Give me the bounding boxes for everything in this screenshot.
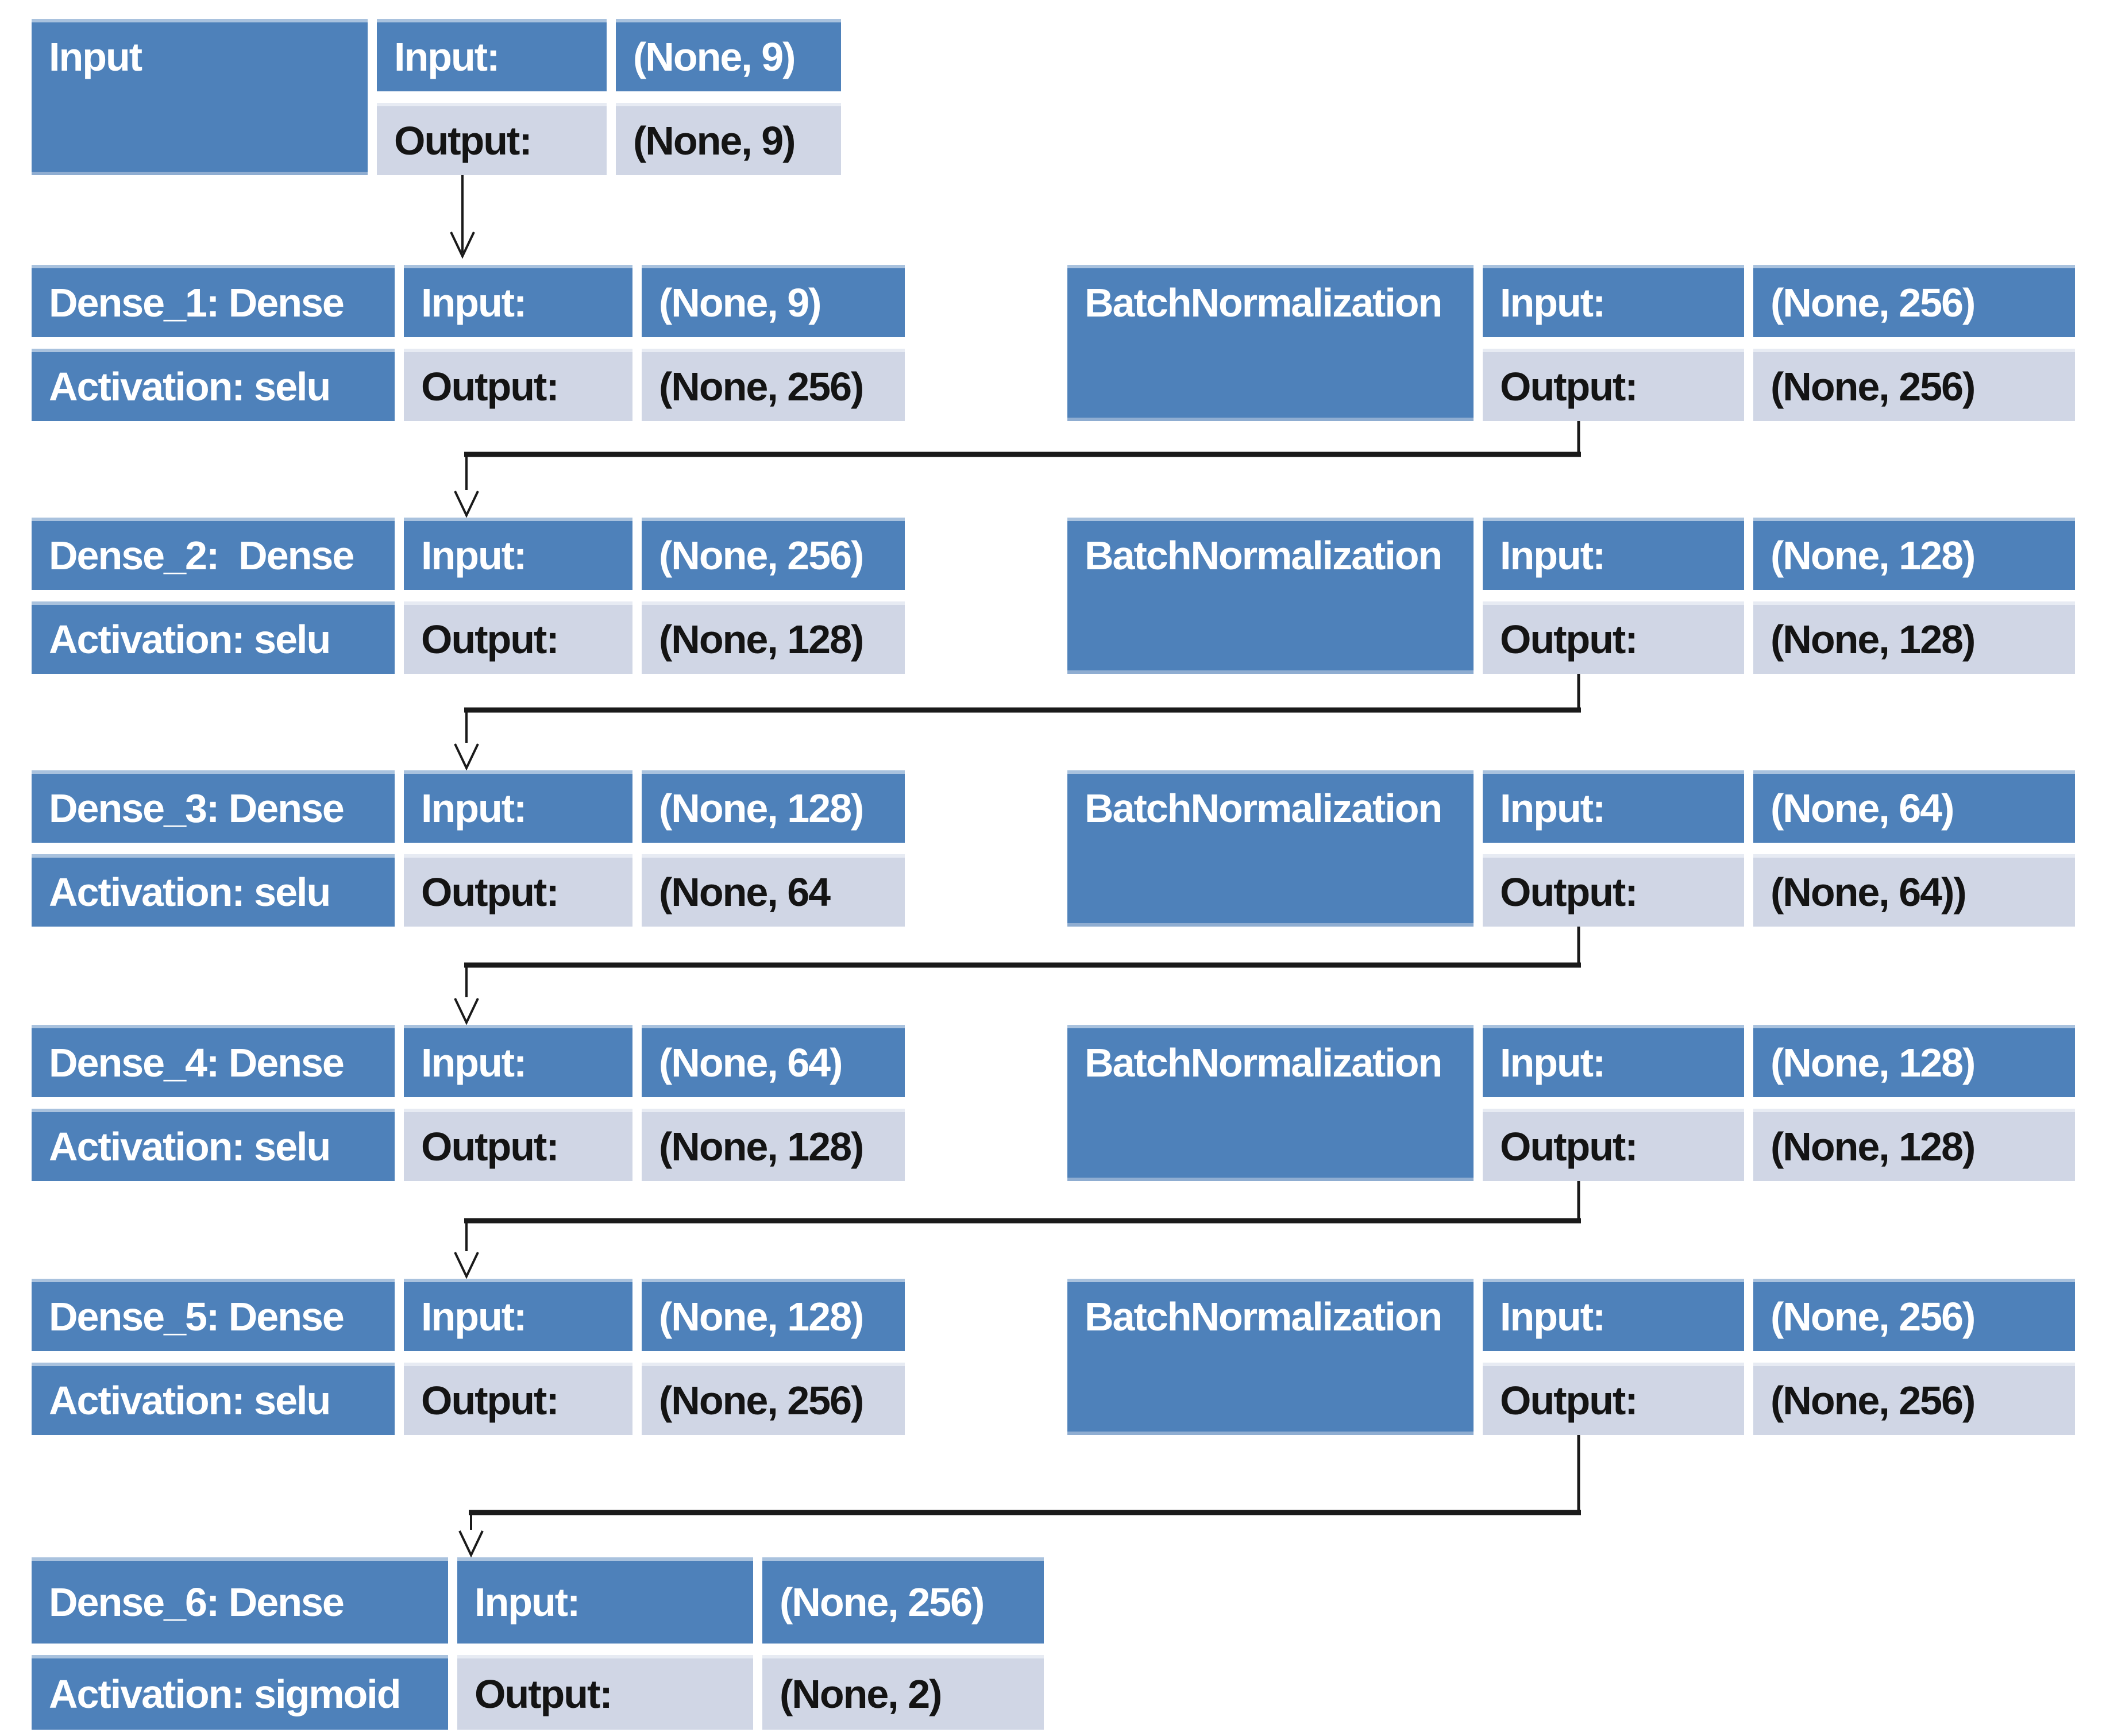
arrow-input-to-dense1: [450, 171, 475, 259]
layer-block-dense-4: Dense_4: Dense Input: (None, 64) Activat…: [32, 1025, 905, 1181]
layer-name: Dense_3: Dense: [49, 786, 345, 831]
output-label-cell: Output:: [1483, 1363, 1744, 1435]
output-label-cell: Output:: [1483, 601, 1744, 674]
output-label-cell: Output:: [1483, 1109, 1744, 1181]
input-shape-cell: (None, 64): [1753, 770, 2075, 843]
input-label-cell: Input:: [404, 770, 632, 843]
layer-name-cell: Dense_5: Dense: [32, 1279, 395, 1351]
layer-name: BatchNormalization: [1085, 786, 1442, 831]
input-label-cell: Input:: [1483, 770, 1744, 843]
output-shape-cell: (None, 256): [642, 349, 905, 421]
layer-block-dense-3: Dense_3: Dense Input: (None, 128) Activa…: [32, 770, 905, 927]
output-label-cell: Output:: [377, 103, 607, 175]
input-label-cell: Input:: [457, 1557, 753, 1644]
layer-block-batchnorm-2: BatchNormalization Input: (None, 128) Ou…: [1067, 518, 2075, 674]
layer-name: Dense_1: Dense: [49, 280, 345, 325]
output-label-cell: Output:: [457, 1655, 753, 1730]
input-shape-cell: (None, 64): [642, 1025, 905, 1097]
layer-block-input: Input Input: (None, 9) Output: (None, 9): [32, 19, 841, 175]
layer-name: BatchNormalization: [1085, 1040, 1442, 1085]
arrow-bn4-to-dense5: [454, 1181, 1581, 1279]
input-label-cell: Input:: [404, 518, 632, 590]
input-shape-cell: (None, 9): [642, 265, 905, 337]
layer-block-dense-5: Dense_5: Dense Input: (None, 128) Activa…: [32, 1279, 905, 1435]
input-shape-cell: (None, 256): [642, 518, 905, 590]
layer-name-cell: BatchNormalization: [1067, 770, 1474, 927]
output-label-cell: Output:: [404, 1363, 632, 1435]
input-shape-cell: (None, 128): [1753, 518, 2075, 590]
output-shape-cell: (None, 256): [1753, 349, 2075, 421]
layer-name-cell: BatchNormalization: [1067, 265, 1474, 421]
layer-block-dense-1: Dense_1: Dense Input: (None, 9) Activati…: [32, 265, 905, 421]
output-shape-cell: (None, 128): [642, 1109, 905, 1181]
layer-name-cell: BatchNormalization: [1067, 1279, 1474, 1435]
layer-block-batchnorm-4: BatchNormalization Input: (None, 128) Ou…: [1067, 1025, 2075, 1181]
input-label-cell: Input:: [1483, 518, 1744, 590]
input-shape-cell: (None, 256): [1753, 265, 2075, 337]
activation-cell: Activation: selu: [32, 1363, 395, 1435]
output-shape-cell: (None, 256): [1753, 1363, 2075, 1435]
layer-name-cell: Dense_6: Dense: [32, 1557, 448, 1644]
layer-name: BatchNormalization: [1085, 1294, 1442, 1339]
layer-name-cell: Dense_3: Dense: [32, 770, 395, 843]
layer-name: Dense_2: Dense: [49, 533, 354, 578]
output-shape-cell: (None, 2): [762, 1655, 1044, 1730]
arrow-bn1-to-dense2: [454, 421, 1581, 518]
input-label-cell: Input:: [377, 19, 607, 91]
input-label-cell: Input:: [404, 1279, 632, 1351]
output-shape-cell: (None, 256): [642, 1363, 905, 1435]
arrow-bn2-to-dense3: [454, 674, 1581, 771]
input-label-cell: Input:: [1483, 1025, 1744, 1097]
output-shape-cell: (None, 128): [1753, 1109, 2075, 1181]
input-label-cell: Input:: [1483, 265, 1744, 337]
input-shape-cell: (None, 128): [1753, 1025, 2075, 1097]
activation-cell: Activation: selu: [32, 1109, 395, 1181]
layer-name: Dense_6: Dense: [49, 1580, 345, 1625]
input-label-cell: Input:: [404, 265, 632, 337]
input-label-cell: Input:: [404, 1025, 632, 1097]
layer-block-batchnorm-5: BatchNormalization Input: (None, 256) Ou…: [1067, 1279, 2075, 1435]
output-shape-cell: (None, 9): [616, 103, 841, 175]
output-label-cell: Output:: [404, 601, 632, 674]
output-label-cell: Output:: [404, 854, 632, 927]
layer-name-cell: Dense_1: Dense: [32, 265, 395, 337]
activation-cell: Activation: selu: [32, 601, 395, 674]
input-shape-cell: (None, 128): [642, 770, 905, 843]
output-label-cell: Output:: [1483, 854, 1744, 927]
layer-name-cell: Input: [32, 19, 368, 175]
arrow-bn5-to-dense6: [458, 1435, 1581, 1558]
input-shape-cell: (None, 256): [762, 1557, 1044, 1644]
output-shape-cell: (None, 64: [642, 854, 905, 927]
output-shape-cell: (None, 128): [1753, 601, 2075, 674]
output-label-cell: Output:: [404, 1109, 632, 1181]
input-shape-cell: (None, 9): [616, 19, 841, 91]
output-label-cell: Output:: [404, 349, 632, 421]
input-shape-cell: (None, 256): [1753, 1279, 2075, 1351]
layer-name-cell: Dense_4: Dense: [32, 1025, 395, 1097]
output-label-cell: Output:: [1483, 349, 1744, 421]
layer-name-cell: BatchNormalization: [1067, 518, 1474, 674]
layer-block-dense-2: Dense_2: Dense Input: (None, 256) Activa…: [32, 518, 905, 674]
layer-block-batchnorm-1: BatchNormalization Input: (None, 256) Ou…: [1067, 265, 2075, 421]
layer-name-cell: BatchNormalization: [1067, 1025, 1474, 1181]
layer-name: Input: [49, 34, 142, 79]
activation-cell: Activation: selu: [32, 854, 395, 927]
layer-name-cell: Dense_2: Dense: [32, 518, 395, 590]
output-shape-cell: (None, 64)): [1753, 854, 2075, 927]
layer-name: BatchNormalization: [1085, 533, 1442, 578]
input-label-cell: Input:: [1483, 1279, 1744, 1351]
activation-cell: Activation: selu: [32, 349, 395, 421]
layer-name: Dense_4: Dense: [49, 1040, 345, 1085]
layer-block-dense-6: Dense_6: Dense Input: (None, 256) Activa…: [32, 1557, 1044, 1730]
layer-name: BatchNormalization: [1085, 280, 1442, 325]
layer-name: Dense_5: Dense: [49, 1294, 345, 1339]
layer-block-batchnorm-3: BatchNormalization Input: (None, 64) Out…: [1067, 770, 2075, 927]
arrow-bn3-to-dense4: [454, 927, 1581, 1025]
output-shape-cell: (None, 128): [642, 601, 905, 674]
input-shape-cell: (None, 128): [642, 1279, 905, 1351]
activation-cell: Activation: sigmoid: [32, 1655, 448, 1730]
